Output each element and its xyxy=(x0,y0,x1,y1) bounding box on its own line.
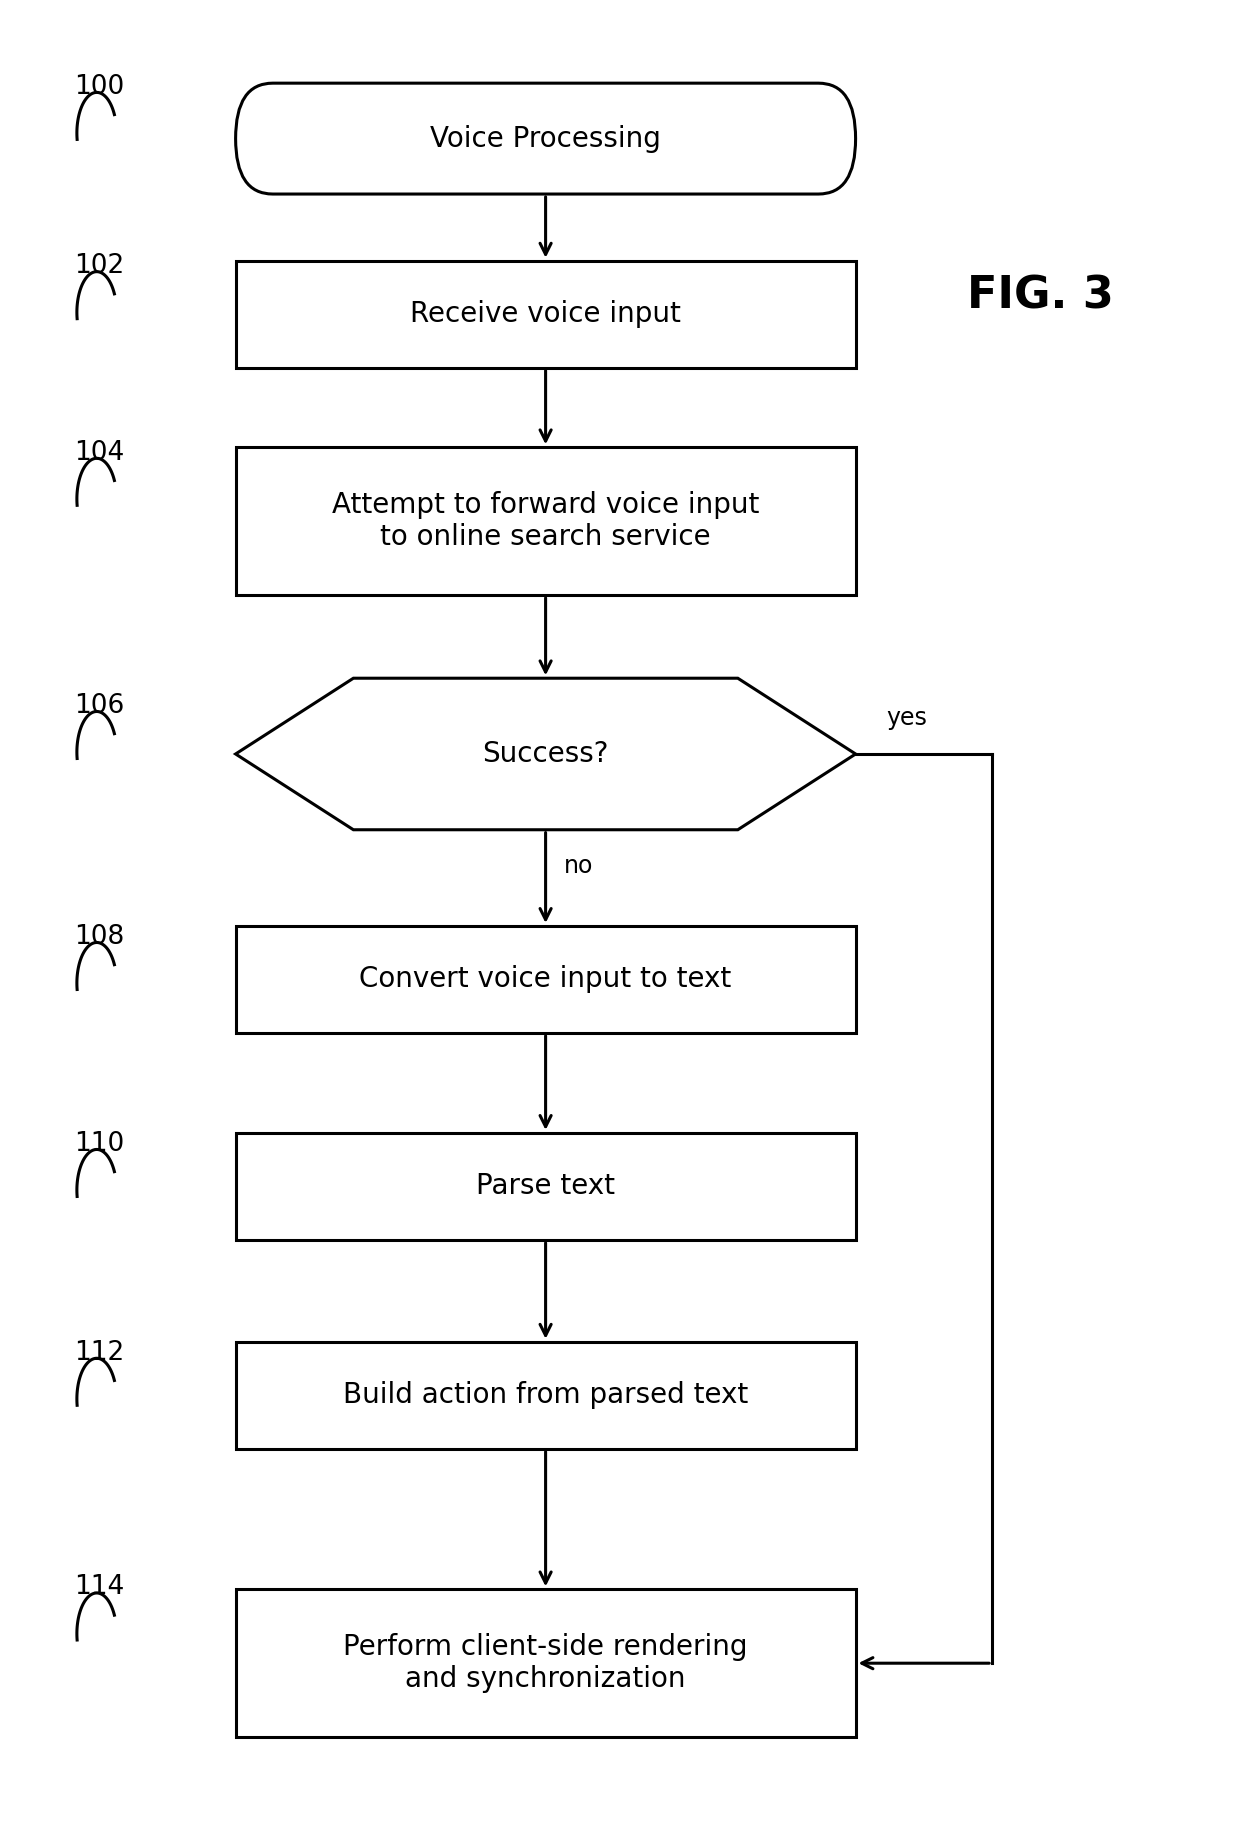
Text: Parse text: Parse text xyxy=(476,1172,615,1201)
Text: 100: 100 xyxy=(74,74,125,100)
Text: Convert voice input to text: Convert voice input to text xyxy=(360,965,732,994)
Bar xyxy=(236,1133,856,1240)
Bar xyxy=(236,261,856,368)
Text: 110: 110 xyxy=(74,1131,125,1157)
Text: 102: 102 xyxy=(74,253,125,279)
Text: FIG. 3: FIG. 3 xyxy=(967,274,1114,318)
Text: Build action from parsed text: Build action from parsed text xyxy=(343,1380,748,1410)
Text: Perform client-side rendering
and synchronization: Perform client-side rendering and synchr… xyxy=(343,1634,748,1693)
Text: no: no xyxy=(564,854,594,878)
Text: Success?: Success? xyxy=(482,739,609,769)
Bar xyxy=(236,926,856,1033)
Text: Receive voice input: Receive voice input xyxy=(410,299,681,329)
Text: 104: 104 xyxy=(74,440,125,466)
Text: 108: 108 xyxy=(74,924,125,950)
Bar xyxy=(236,1342,856,1449)
Text: 106: 106 xyxy=(74,693,125,719)
Polygon shape xyxy=(236,678,856,830)
Text: 112: 112 xyxy=(74,1340,125,1366)
Text: Attempt to forward voice input
to online search service: Attempt to forward voice input to online… xyxy=(332,492,759,551)
Text: 114: 114 xyxy=(74,1574,125,1600)
FancyBboxPatch shape xyxy=(236,83,856,194)
Bar xyxy=(236,447,856,595)
Text: yes: yes xyxy=(887,706,928,730)
Bar xyxy=(236,1589,856,1737)
Text: Voice Processing: Voice Processing xyxy=(430,124,661,153)
